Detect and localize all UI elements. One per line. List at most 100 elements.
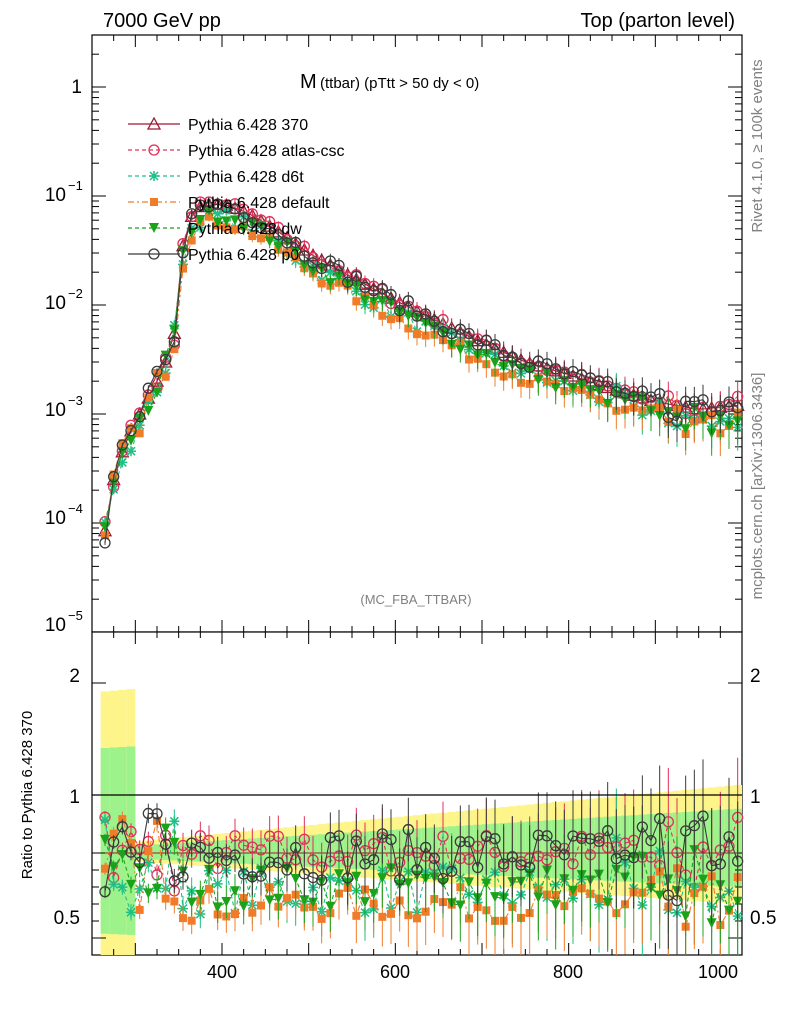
data-point: [161, 372, 170, 381]
ratio-point: [654, 890, 665, 901]
ratio-point: [179, 914, 187, 923]
ratio-point: [118, 815, 127, 824]
ratio-point: [455, 900, 466, 911]
data-point: [194, 199, 206, 211]
data-point: [402, 295, 414, 307]
data-point: [636, 385, 648, 397]
data-point: [151, 365, 163, 378]
ratio-point: [541, 830, 553, 842]
ratio-point: [127, 839, 135, 848]
legend-entry: Pythia 6.428 default: [188, 195, 330, 212]
ratio-point: [238, 901, 249, 912]
y-tick-label-exp: −4: [68, 501, 83, 516]
data-point: [333, 259, 345, 272]
y-tick-label-base: 10: [45, 615, 66, 636]
data-point: [231, 225, 239, 234]
ratio-line: [104, 817, 739, 927]
main-series: [97, 196, 745, 549]
uncertainty-band-inner: [118, 746, 127, 935]
ratio-point: [238, 839, 250, 851]
data-point: [283, 248, 291, 257]
data-point: [299, 260, 310, 271]
data-point: [195, 222, 206, 233]
data-point: [221, 216, 232, 227]
ratio-point: [229, 849, 241, 861]
data-point: [463, 327, 475, 340]
y-tick-label-base: 10: [45, 400, 66, 421]
legend-marker: [148, 248, 160, 260]
ratio-point: [464, 877, 474, 888]
data-point: [706, 406, 718, 418]
data-point: [134, 411, 146, 423]
ratio-point: [273, 893, 284, 904]
ratio-point: [402, 823, 414, 836]
data-point: [680, 424, 691, 435]
data-point: [116, 439, 128, 451]
ratio-point: [481, 878, 492, 889]
data-point: [316, 262, 328, 275]
data-point: [212, 217, 223, 228]
ratio-point: [125, 846, 137, 858]
ratio-point: [628, 851, 640, 864]
data-point: [558, 368, 570, 380]
ratio-point: [108, 862, 119, 873]
data-point: [169, 320, 180, 331]
legend-marker: [148, 144, 160, 156]
data-point: [524, 361, 536, 374]
ratio-point: [377, 873, 388, 884]
ratio-point: [317, 914, 326, 923]
ratio-line: [104, 812, 739, 902]
data-point: [506, 351, 518, 363]
data-point: [465, 355, 473, 364]
ratio-line: [104, 827, 739, 924]
x-tick-label: 1000: [698, 962, 738, 982]
ratio-point: [144, 847, 153, 856]
ratio-point: [101, 864, 109, 873]
data-point: [387, 315, 395, 324]
ratio-point: [108, 879, 119, 890]
data-point: [377, 296, 388, 307]
ratio-point: [126, 907, 136, 918]
ratio-point: [248, 908, 257, 917]
legend-marker: [149, 171, 159, 181]
data-point: [143, 405, 154, 416]
y-tick-label-exp: −1: [68, 178, 83, 193]
ratio-point: [264, 895, 275, 906]
ratio-point: [161, 894, 170, 903]
ratio-point: [533, 892, 544, 903]
ratio-point: [325, 872, 336, 883]
ratio-point: [446, 865, 458, 878]
data-point: [205, 212, 213, 221]
ratio-point: [255, 870, 267, 882]
data-point: [168, 336, 180, 348]
ratio-tick-label-right: 1: [750, 787, 761, 808]
ratio-point: [134, 856, 146, 869]
data-point: [101, 531, 109, 540]
data-point: [134, 420, 145, 431]
ratio-point: [558, 849, 570, 861]
data-point: [378, 311, 387, 320]
ratio-point: [143, 888, 154, 899]
ratio-point: [680, 911, 691, 922]
ratio-point: [394, 873, 406, 886]
data-point: [350, 270, 362, 282]
ratio-point: [308, 897, 318, 908]
uncertainty-band-inner: [152, 844, 162, 860]
data-point: [126, 435, 136, 446]
ratio-point: [205, 884, 213, 893]
ratio-point: [360, 897, 370, 908]
analysis-watermark: (MC_FBA_TTBAR): [360, 592, 471, 607]
ratio-point: [264, 830, 276, 842]
legend-entry: Pythia 6.428 dw: [188, 221, 302, 238]
ratio-point: [697, 810, 709, 822]
ratio-tick-label: 1: [69, 787, 80, 808]
ratio-point: [550, 900, 561, 911]
ratio-y-axis-label: Ratio to Pythia 6.428 370: [19, 711, 36, 879]
y-tick-label-base: 10: [45, 508, 66, 529]
data-point: [334, 271, 344, 282]
data-point: [160, 353, 172, 366]
ratio-point: [151, 808, 163, 820]
ratio-point: [515, 859, 527, 871]
legend-marker: [149, 223, 159, 233]
mcplots-reference-label: mcplots.cern.ch [arXiv:1306.3436]: [749, 373, 766, 600]
